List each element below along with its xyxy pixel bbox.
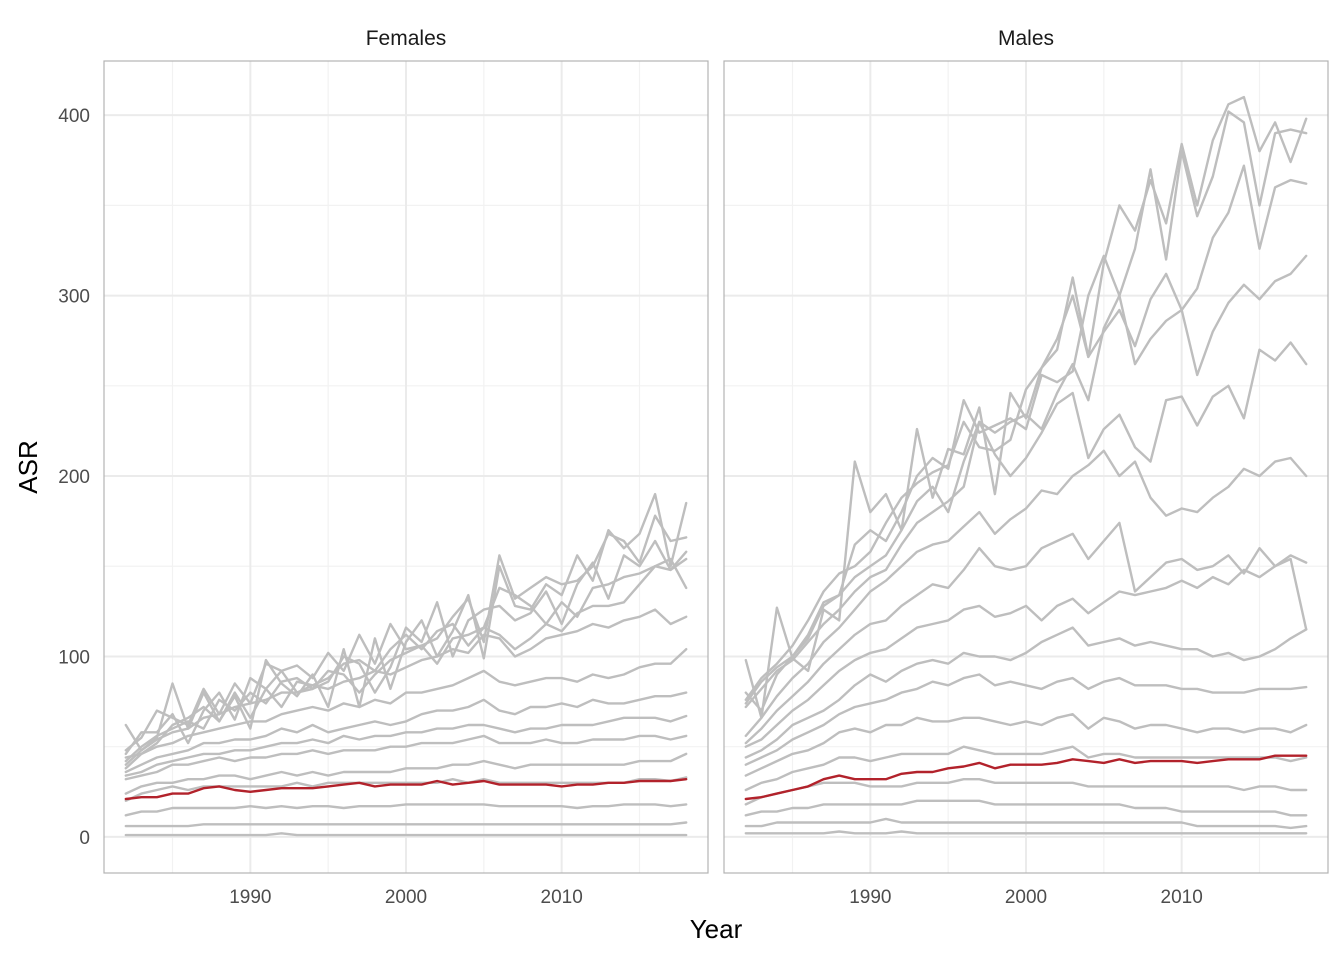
x-tick-label: 2000 — [385, 887, 427, 908]
y-tick-label: 300 — [58, 287, 90, 308]
series-line-grey — [744, 673, 1308, 766]
series-line-grey — [124, 821, 688, 828]
y-axis-title: ASR — [13, 440, 43, 493]
y-tick-label: 100 — [58, 647, 90, 668]
series-line-grey — [124, 557, 688, 763]
panel-frame — [103, 60, 709, 874]
series-line-grey — [744, 745, 1308, 792]
series-line-grey — [744, 713, 1308, 777]
series-line-highlight — [744, 754, 1308, 801]
series-line-highlight — [124, 778, 688, 801]
series-line-grey — [124, 734, 688, 781]
x-tick-label: 2000 — [1005, 887, 1047, 908]
x-tick-label: 2010 — [1161, 887, 1203, 908]
panel-males: Males 1990 2000 2010 — [723, 27, 1329, 908]
x-tick-label: 2010 — [541, 887, 583, 908]
series-line-grey — [124, 752, 688, 795]
series-line-grey — [124, 608, 688, 766]
panel-strip-label: Males — [998, 27, 1054, 50]
series-line-grey — [744, 799, 1308, 817]
x-tick-label: 1990 — [849, 887, 891, 908]
series-line-grey — [744, 521, 1308, 745]
series-line-grey — [124, 557, 688, 759]
series-line-grey — [744, 778, 1308, 806]
panels-layer: Females 0 100 200 300 400 1990 2000 2010 Males 199… — [58, 27, 1329, 908]
series-line-grey — [744, 626, 1308, 759]
y-tick-label: 0 — [79, 828, 90, 849]
series-line-grey — [124, 832, 688, 837]
x-axis-title: Year — [690, 914, 743, 944]
series-line-grey — [744, 817, 1308, 830]
panel-strip-label: Females — [366, 27, 447, 50]
x-tick-label: 1990 — [229, 887, 271, 908]
series-line-grey — [124, 648, 688, 770]
series-line-grey — [744, 830, 1308, 835]
series-line-grey — [124, 803, 688, 817]
panel-frame — [723, 60, 1329, 874]
series-line-grey — [124, 691, 688, 774]
series-line-grey — [744, 254, 1308, 705]
series-line-grey — [744, 449, 1308, 738]
series-line-grey — [744, 341, 1308, 709]
y-tick-label: 200 — [58, 467, 90, 488]
panel-females: Females 0 100 200 300 400 1990 2000 2010 — [58, 27, 709, 908]
series-line-grey — [124, 539, 688, 756]
series-line-grey — [744, 95, 1308, 719]
y-tick-label: 400 — [58, 106, 90, 127]
series-line-grey — [124, 714, 688, 777]
series-line-grey — [744, 557, 1308, 748]
series-line-grey — [744, 164, 1308, 701]
